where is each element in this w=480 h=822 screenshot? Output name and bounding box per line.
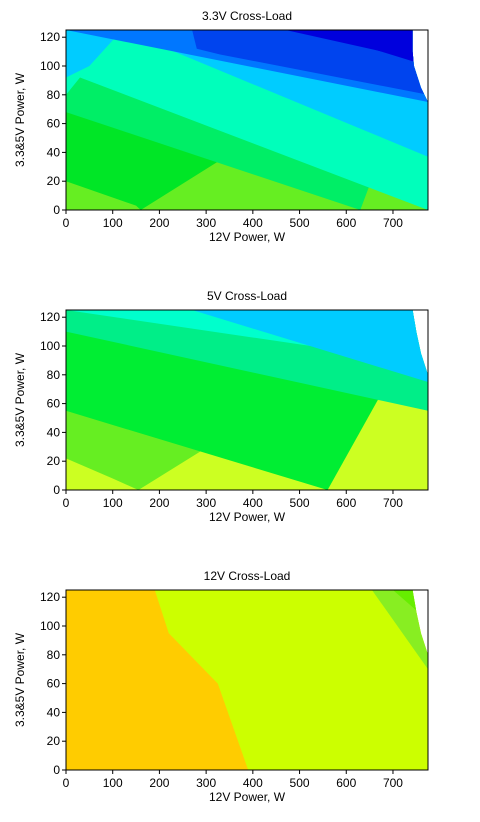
heatmap-body [66,590,428,770]
x-tick-label: 700 [383,496,403,510]
x-tick-label: 300 [196,776,216,790]
cross-load-chart-3v3: 3.3V Cross-Load 0 100 200 300 400 500 600 700 0 20… [0,0,480,262]
y-axis-label: 3.3&5V Power, W [13,352,27,447]
plot-frame [65,589,429,771]
cross-load-chart-12v: 12V Cross-Load 0 100 200 300 400 500 600 700 0 20 4… [0,560,480,822]
cross-load-chart-5v: 5V Cross-Load 0 100 200 300 400 500 600 700 0 20 40… [0,280,480,542]
y-tick-label: 20 [47,174,61,188]
chart-svg-5v: 5V Cross-Load 0 100 200 300 400 500 600 700 0 20 40… [13,289,429,524]
x-tick-label: 500 [290,216,310,230]
x-tick-label: 400 [243,776,263,790]
y-tick-label: 60 [47,397,61,411]
chart-svg-3v3: 3.3V Cross-Load 0 100 200 300 400 500 600 700 0 20… [13,9,429,244]
y-tick-label: 20 [47,734,61,748]
x-tick-label: 700 [383,216,403,230]
x-tick-label: 500 [290,776,310,790]
plot-frame [65,309,429,491]
chart-svg-12v: 12V Cross-Load 0 100 200 300 400 500 600 700 0 20 4… [13,569,429,804]
x-tick-label: 100 [103,216,123,230]
chart-title: 12V Cross-Load [204,569,291,583]
y-tick-label: 40 [47,425,61,439]
y-tick-label: 120 [40,310,60,324]
x-tick-label: 0 [63,496,70,510]
x-tick-label: 600 [336,496,356,510]
x-axis-label: 12V Power, W [209,790,286,804]
y-tick-label: 80 [47,648,61,662]
x-tick-label: 0 [63,216,70,230]
y-tick-label: 60 [47,117,61,131]
x-tick-label: 400 [243,496,263,510]
y-tick-label: 80 [47,88,61,102]
y-tick-label: 0 [53,203,60,217]
heatmap-body [66,30,428,210]
y-tick-label: 0 [53,763,60,777]
y-tick-label: 120 [40,590,60,604]
heatmap-region-6 [192,310,428,382]
chart-title: 3.3V Cross-Load [202,9,292,23]
x-tick-label: 700 [383,776,403,790]
x-tick-label: 200 [149,496,169,510]
x-tick-label: 100 [103,776,123,790]
x-tick-label: 600 [336,776,356,790]
x-tick-label: 200 [149,776,169,790]
x-tick-label: 0 [63,776,70,790]
chart-title: 5V Cross-Load [207,289,287,303]
x-tick-label: 300 [196,216,216,230]
x-tick-label: 200 [149,216,169,230]
y-tick-label: 80 [47,368,61,382]
y-axis-label: 3.3&5V Power, W [13,632,27,727]
x-tick-label: 100 [103,496,123,510]
y-tick-label: 100 [40,619,60,633]
y-tick-label: 60 [47,677,61,691]
plot-frame [65,29,429,211]
y-tick-label: 20 [47,454,61,468]
y-tick-label: 40 [47,705,61,719]
y-axis-label: 3.3&5V Power, W [13,72,27,167]
heatmap-region-top [355,30,428,66]
y-tick-label: 40 [47,145,61,159]
y-tick-label: 100 [40,339,60,353]
heatmap-body [66,310,428,490]
x-tick-label: 500 [290,496,310,510]
heatmap-region-3 [371,590,428,770]
x-axis-label: 12V Power, W [209,510,286,524]
y-tick-label: 120 [40,30,60,44]
x-axis-label: 12V Power, W [209,230,286,244]
x-tick-label: 300 [196,496,216,510]
x-tick-label: 600 [336,216,356,230]
x-tick-label: 400 [243,216,263,230]
y-tick-label: 0 [53,483,60,497]
heatmap-region-2 [154,590,428,770]
y-tick-label: 100 [40,59,60,73]
